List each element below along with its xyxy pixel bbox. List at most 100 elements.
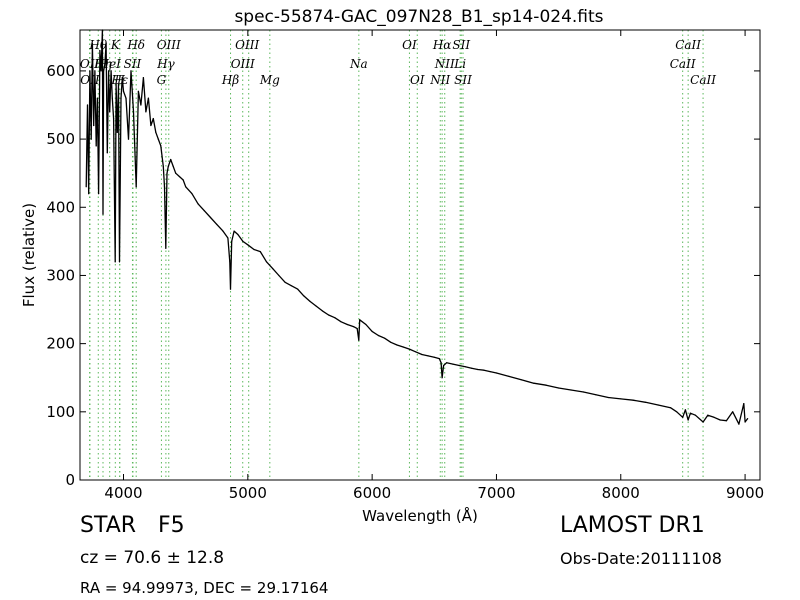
axis-ticks: 4000 5000 6000 7000 8000 9000 0 100 200 300 400 500… [46, 30, 764, 502]
line-label-3: OIII [157, 38, 181, 52]
spectrum-point-32 [125, 97, 127, 99]
sky-coordinates: RA = 94.99973, DEC = 29.17164 [80, 579, 329, 597]
spectrum-point-19 [108, 70, 110, 72]
spectrum-point-78 [290, 285, 292, 287]
spectrum-point-93 [371, 330, 373, 332]
spectrum-point-134 [687, 419, 689, 421]
spectrum-point-7 [94, 70, 96, 72]
spectrum-point-58 [191, 193, 193, 195]
spectrum-point-114 [483, 369, 485, 371]
spectrum-point-139 [713, 416, 715, 418]
spectrum-point-105 [440, 362, 442, 364]
spectrum-point-16 [104, 63, 106, 65]
spectrum-point-5 [91, 43, 93, 45]
spectrum-point-42 [150, 124, 152, 127]
spectrum-point-106 [441, 377, 443, 379]
spectrum-point-100 [415, 351, 417, 353]
spectrum-point-84 [328, 314, 330, 316]
spectrum-point-83 [321, 310, 323, 312]
spectrum-point-44 [155, 131, 157, 133]
x-axis-label: Wavelength (Å) [362, 506, 478, 525]
spectrum-point-3 [89, 70, 91, 72]
spectrum-point-36 [135, 186, 137, 188]
spectrum-point-26 [116, 131, 118, 133]
line-label-25: OI [410, 73, 425, 87]
spectrum-point-108 [446, 362, 448, 364]
spectrum-point-98 [402, 346, 404, 348]
line-label-2: Hδ [126, 38, 145, 52]
line-label-1: K [110, 38, 121, 52]
spectrum-point-123 [582, 391, 585, 393]
spectrum-point-122 [570, 389, 572, 391]
spectrum-point-68 [233, 230, 235, 232]
spectrum-point-49 [165, 247, 167, 249]
spectrum-point-129 [657, 404, 659, 406]
spectrum-point-132 [682, 416, 684, 418]
x-tick-label-4000: 4000 [104, 484, 142, 502]
line-label-7: SII [452, 38, 470, 52]
spectrum-point-59 [197, 203, 199, 205]
spectrum-point-102 [427, 355, 429, 357]
spectrum-point-37 [137, 90, 139, 92]
spectrum-point-124 [595, 394, 597, 396]
x-tick-label-7000: 7000 [477, 484, 515, 502]
spectrum-point-128 [645, 401, 647, 403]
y-tick-label-200: 200 [46, 335, 75, 353]
spectrum-point-137 [702, 421, 704, 423]
line-label-9: Hγ [156, 57, 175, 71]
spectrum-point-74 [265, 261, 268, 263]
y-tick-label-100: 100 [46, 403, 75, 421]
spectrum-point-90 [358, 339, 360, 341]
spectrum-point-131 [676, 411, 678, 413]
line-label-14: Na [349, 57, 368, 71]
object-class: STAR [80, 513, 137, 538]
spectrum-point-34 [130, 70, 132, 72]
spectrum-point-53 [172, 165, 174, 167]
spectrum-point-130 [669, 407, 672, 409]
y-tick-label-500: 500 [46, 130, 75, 148]
spectrum-point-54 [175, 172, 177, 174]
spectrum-point-120 [545, 384, 547, 386]
spectrum-point-119 [533, 382, 535, 384]
spectrum-point-104 [438, 358, 440, 360]
line-label-27: SII [454, 73, 472, 87]
spectrum-point-47 [162, 165, 164, 167]
spectrum-point-12 [100, 70, 102, 72]
spectrum-point-121 [558, 387, 560, 389]
spectrum-point-99 [408, 348, 410, 350]
spectrum-point-86 [340, 321, 342, 323]
spectrum-point-96 [390, 341, 392, 343]
spectrum-point-18 [106, 152, 108, 154]
spectrum-point-92 [365, 323, 367, 326]
spectrum-point-9 [96, 97, 98, 99]
y-tick-label-400: 400 [46, 198, 75, 216]
spectrum-point-33 [127, 138, 130, 140]
y-axis-label: Flux (relative) [20, 203, 38, 307]
spectrum-point-14 [102, 213, 104, 215]
line-label-16: Li [453, 57, 466, 71]
spectrum-point-97 [396, 344, 398, 346]
line-label-22: G [157, 73, 167, 87]
spectrum-point-29 [120, 97, 122, 99]
spectrum-point-117 [508, 375, 510, 377]
spectrum-point-133 [684, 409, 687, 411]
spectrum-point-45 [157, 138, 159, 140]
spectrum-point-8 [95, 145, 97, 147]
y-tick-label-300: 300 [46, 266, 75, 284]
spectrum-point-88 [352, 326, 355, 328]
line-label-17: CaII [670, 57, 696, 71]
spectrum-point-95 [384, 337, 386, 339]
spectrum-point-76 [278, 274, 280, 277]
spectrum-point-15 [103, 70, 105, 72]
line-label-10: OII [80, 57, 100, 71]
spectrum-point-35 [132, 111, 135, 113]
line-label-18: OIII [231, 57, 255, 71]
spectrum-point-4 [90, 138, 92, 140]
line-label-24: Mg [259, 73, 280, 87]
spectrum-point-109 [452, 363, 454, 365]
line-label-15: NII [434, 57, 455, 71]
spectrum-point-56 [182, 179, 184, 181]
spectrum-point-65 [229, 261, 231, 263]
spectrum-point-1 [86, 104, 89, 106]
spectrum-point-103 [433, 356, 435, 358]
